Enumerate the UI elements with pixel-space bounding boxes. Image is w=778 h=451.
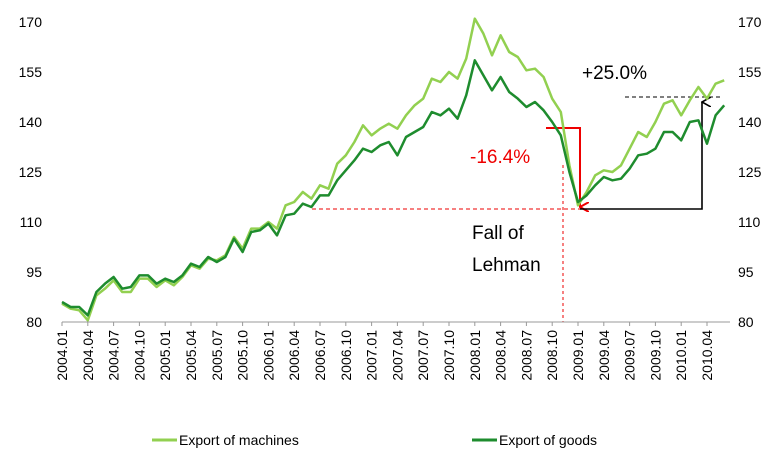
y2-tick-label: 110	[738, 214, 761, 230]
y2-tick-label: 125	[738, 164, 762, 180]
y-tick-label: 95	[26, 264, 42, 280]
fall-label: -16.4%	[470, 147, 531, 168]
x-tick-label: 2007.04	[389, 330, 405, 381]
legend-label: Export of machines	[179, 432, 299, 448]
y2-tick-label: 155	[738, 64, 762, 80]
rise-arrow	[580, 102, 702, 210]
y-tick-label: 125	[19, 164, 43, 180]
series-line	[61, 59, 726, 317]
x-tick-label: 2009.07	[622, 330, 638, 381]
x-tick-label: 2009.10	[647, 330, 663, 381]
x-tick-label: 2008.01	[467, 330, 483, 381]
series-line	[61, 17, 725, 322]
x-tick-label: 2006.04	[286, 330, 302, 381]
x-tick-label: 2007.01	[364, 330, 380, 381]
x-tick-label: 2004.01	[54, 330, 70, 381]
x-tick-label: 2004.07	[106, 330, 122, 381]
lehman-label: Fall of Lehman	[472, 223, 541, 276]
x-tick-label: 2006.10	[338, 330, 354, 381]
y2-tick-label: 80	[738, 314, 754, 330]
x-tick-label: 2008.10	[544, 330, 560, 381]
y-tick-label: 80	[26, 314, 42, 330]
x-tick-label: 2008.07	[518, 330, 534, 381]
x-tick-label: 2004.04	[80, 330, 96, 381]
x-tick-label: 2009.04	[596, 330, 612, 381]
y2-tick-label: 140	[738, 114, 762, 130]
rise-label: +25.0%	[582, 63, 647, 84]
y-tick-label: 140	[19, 114, 43, 130]
plot: 80 95 110 125 140 155 170 80 95 110 125 140 155 170 20…	[19, 14, 762, 381]
x-tick-label: 2004.10	[131, 330, 147, 381]
x-tick-label: 2005.04	[183, 330, 199, 381]
x-tick-label: 2005.10	[235, 330, 251, 381]
y-tick-label: 155	[19, 64, 43, 80]
x-tick-label: 2005.07	[209, 330, 225, 381]
x-tick-label: 2006.01	[260, 330, 276, 381]
y-tick-label: 170	[19, 14, 43, 30]
x-tick-label: 2008.04	[493, 330, 509, 381]
x-tick-label: 2007.10	[441, 330, 457, 381]
x-tick-label: 2007.07	[415, 330, 431, 381]
x-tick-label: 2009.01	[570, 330, 586, 381]
legend-label: Export of goods	[499, 432, 597, 448]
y2-tick-label: 170	[738, 14, 762, 30]
x-tick-label: 2005.01	[157, 330, 173, 381]
y-tick-label: 110	[20, 214, 43, 230]
x-tick-label: 2010.04	[699, 330, 715, 381]
x-tick-label: 2010.01	[673, 330, 689, 381]
x-tick-label: 2006.07	[312, 330, 328, 381]
y2-tick-label: 95	[738, 264, 754, 280]
